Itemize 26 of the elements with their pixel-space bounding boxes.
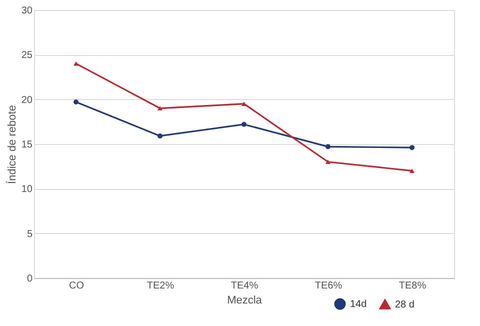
point (326, 144, 330, 150)
point (158, 106, 162, 110)
x-tick-label: TE8% (398, 280, 426, 292)
point (326, 160, 330, 164)
x-axis-title: Mezcla (227, 294, 263, 306)
x-tick-label: TE4% (230, 280, 258, 292)
legend-label: 14d (350, 299, 367, 310)
point (242, 102, 246, 106)
point (74, 61, 78, 66)
y-tick-label: 0 (26, 274, 33, 284)
x-tick-label: TE2% (146, 280, 174, 292)
x-tick-label: CO (69, 280, 84, 292)
point (74, 100, 78, 105)
y-tick-label: 20 (21, 94, 33, 106)
y-tick-label: 10 (21, 184, 33, 196)
point (242, 122, 246, 127)
y-tick-label: 25 (21, 50, 33, 62)
legend-label: 28 d (395, 299, 414, 310)
x-tick-label: TE6% (314, 280, 342, 292)
point (410, 168, 414, 173)
y-tick-label: 5 (26, 228, 33, 240)
y-tick-label: 30 (21, 6, 33, 16)
point (410, 145, 414, 150)
y-axis-title: Índice de rebote (5, 105, 18, 184)
y-tick-label: 15 (21, 140, 33, 150)
point (158, 133, 162, 138)
